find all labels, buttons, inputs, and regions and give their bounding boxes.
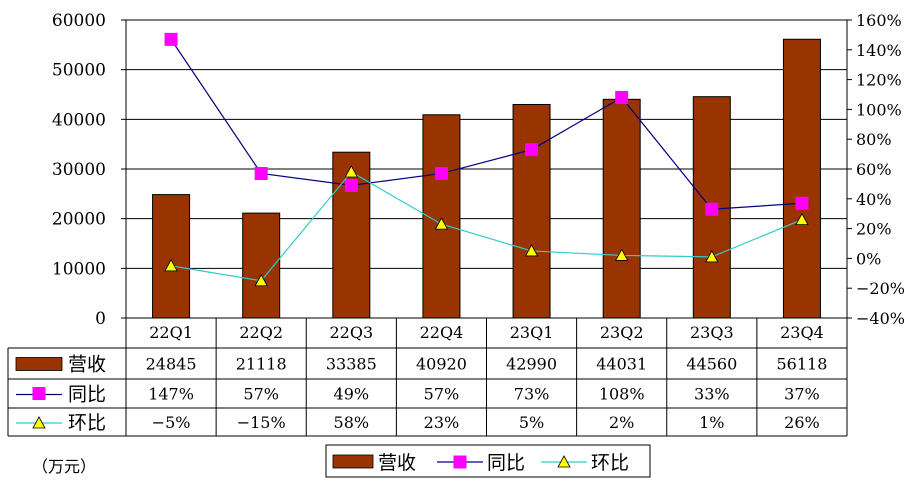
table-cell: 33385 [326, 355, 377, 374]
table-key-营收 [15, 357, 63, 371]
table-key-marker-同比 [32, 387, 46, 400]
bar-series [152, 38, 821, 319]
table-cell: 1% [699, 413, 724, 432]
left-tick-label: 40000 [52, 110, 106, 130]
table-cell: 57% [243, 385, 279, 404]
point-环比-22Q3 [344, 165, 358, 178]
point-环比-22Q1 [164, 259, 178, 272]
point-环比-23Q4 [795, 212, 809, 226]
table-cell: 58% [334, 413, 370, 432]
point-环比-23Q2 [615, 248, 629, 261]
left-tick-label: 10000 [52, 259, 106, 279]
point-同比-23Q3 [705, 202, 719, 216]
table-cell: 21118 [236, 355, 287, 374]
table-cell: 26% [784, 413, 820, 432]
legend-label-同比: 同比 [487, 452, 525, 474]
legend-box [325, 444, 651, 478]
point-同比-22Q4 [434, 166, 448, 180]
legend-label-环比: 环比 [591, 452, 629, 474]
point-同比-22Q2 [254, 166, 268, 180]
point-同比-22Q3 [344, 178, 358, 192]
right-tick-label: 80% [856, 130, 892, 149]
table-cell: 73% [514, 385, 550, 404]
bar-22Q1 [152, 194, 191, 319]
right-tick-label: −20% [856, 279, 905, 298]
bar-23Q1 [512, 103, 551, 319]
right-tick-label: 40% [856, 190, 892, 209]
table-cell: 24845 [146, 355, 197, 374]
x-tick-label: 22Q4 [420, 323, 464, 342]
table-cell: 5% [519, 413, 544, 432]
table-row-label: 同比 [68, 384, 106, 406]
table-key-marker-环比 [32, 416, 46, 429]
point-同比-23Q1 [525, 143, 539, 157]
legend: 营收 同比 环比 [325, 444, 651, 478]
x-tick-label: 23Q1 [510, 323, 554, 342]
point-环比-23Q1 [524, 244, 539, 257]
table-cell: 56118 [776, 355, 827, 374]
line-series [164, 32, 809, 287]
line-同比 [170, 39, 802, 210]
left-tick-label: 50000 [52, 61, 106, 81]
table-cell: 23% [424, 413, 460, 432]
right-tick-label: −40% [856, 309, 905, 328]
x-tick-label: 23Q2 [600, 323, 644, 342]
right-tick-label: 160% [856, 11, 902, 30]
bar-23Q2 [602, 98, 641, 319]
point-环比-22Q4 [434, 217, 449, 230]
right-tick-label: 100% [856, 100, 902, 119]
point-环比-22Q2 [254, 273, 268, 287]
table-cell: 108% [599, 385, 645, 404]
right-tick-label: 0% [856, 249, 881, 268]
table-row-label: 营收 [68, 354, 106, 376]
table-cell: −15% [237, 413, 286, 432]
point-同比-23Q2 [615, 90, 629, 104]
x-tick-label: 22Q3 [329, 323, 373, 342]
table-cell: 44031 [596, 355, 647, 374]
x-tick-label: 22Q2 [239, 323, 283, 342]
line-环比 [170, 171, 803, 282]
legend-key-marker-同比 [453, 455, 467, 469]
legend-label-营收: 营收 [378, 452, 416, 474]
table-cell: 49% [334, 385, 370, 404]
x-tick-label: 23Q4 [780, 323, 824, 342]
right-axis-ticks: −40% −20% 0% 20% 40% 60% 80% 100% 120% 140% 160% [847, 11, 905, 328]
table-cell: −5% [152, 413, 191, 432]
right-tick-label: 20% [856, 220, 892, 239]
table-cell: 40920 [416, 355, 467, 374]
right-tick-label: 60% [856, 160, 892, 179]
table-cell: 57% [424, 385, 460, 404]
x-tick-label: 23Q3 [690, 323, 734, 342]
table-cell: 33% [694, 385, 730, 404]
bar-23Q4 [782, 38, 821, 319]
left-tick-label: 30000 [52, 160, 106, 180]
left-tick-label: 60000 [52, 11, 106, 31]
x-tick-label: 22Q1 [149, 323, 193, 342]
point-同比-22Q1 [164, 32, 178, 46]
table-row-label: 环比 [68, 412, 106, 434]
left-tick-label: 20000 [52, 210, 106, 230]
legend-key-marker-环比 [557, 455, 571, 468]
right-tick-label: 140% [856, 41, 902, 60]
left-axis-ticks: 0 10000 20000 30000 40000 50000 60000 [52, 11, 126, 329]
right-tick-label: 120% [856, 71, 902, 90]
point-环比-23Q3 [705, 250, 719, 263]
table-cell: 147% [148, 385, 194, 404]
table-cell: 42990 [506, 355, 557, 374]
point-同比-23Q4 [795, 196, 809, 210]
left-tick-label: 0 [95, 309, 106, 329]
legend-key-营收 [332, 454, 374, 469]
data-table: 22Q1 22Q2 22Q3 22Q4 23Q1 23Q2 23Q3 23Q4 营收 24845 2… [7, 317, 848, 437]
unit-label: （万元） [32, 457, 96, 476]
table-cell: 2% [609, 413, 634, 432]
table-cell: 37% [784, 385, 820, 404]
table-cell: 44560 [686, 355, 737, 374]
